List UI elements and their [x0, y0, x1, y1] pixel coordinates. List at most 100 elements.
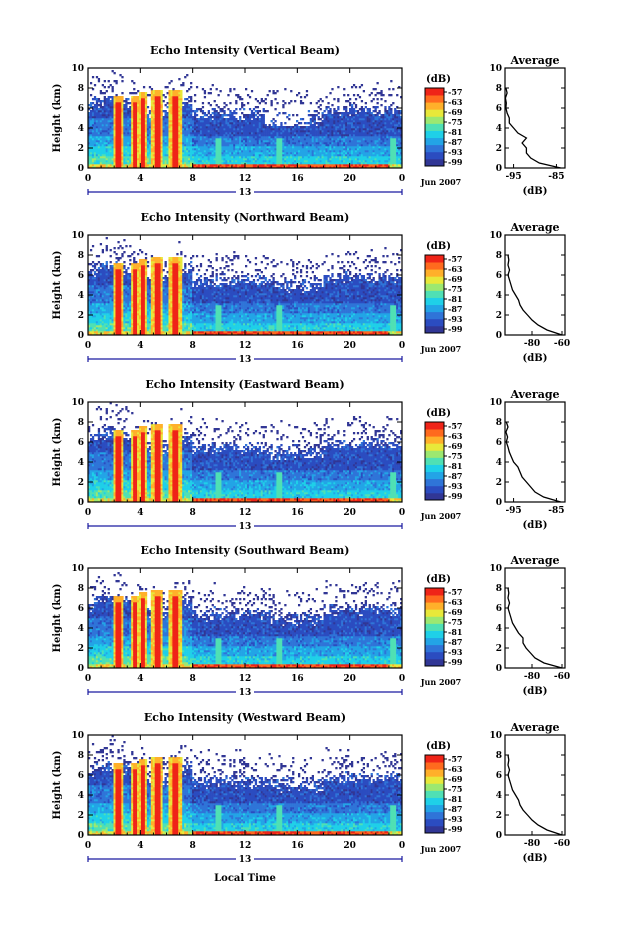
heatmap-cell: [241, 160, 244, 163]
heatmap-cell: [239, 132, 242, 135]
heatmap-cell: [182, 166, 185, 169]
heatmap-cell: [91, 98, 95, 101]
heatmap-cell: [127, 152, 130, 155]
heatmap-cell: [139, 114, 142, 117]
heatmap-cell: [207, 136, 210, 139]
heatmap-cell: [258, 142, 261, 145]
heatmap-cell: [225, 144, 228, 147]
heatmap-cell: [146, 162, 150, 165]
heatmap-cell: [260, 122, 263, 125]
heatmap-cell: [274, 120, 277, 123]
heatmap-cell: [350, 156, 354, 159]
heatmap-cell: [150, 144, 154, 147]
heatmap-cell: [356, 112, 360, 115]
heatmap-cell: [400, 166, 403, 169]
heatmap-cell: [190, 126, 193, 129]
heatmap-cell: [123, 146, 126, 149]
heatmap-cell: [235, 132, 238, 135]
heatmap-cell: [243, 136, 246, 139]
heatmap-cell: [319, 158, 322, 161]
heatmap-cell: [174, 92, 177, 95]
heatmap-cell: [284, 88, 287, 91]
heatmap-cell: [133, 118, 136, 121]
heatmap-cell: [301, 118, 305, 121]
heatmap-cell: [131, 128, 134, 131]
heatmap-cell: [345, 150, 348, 153]
heatmap-cell: [372, 162, 375, 165]
heatmap-cell: [299, 144, 303, 147]
heatmap-cell: [268, 142, 271, 145]
heatmap-cell: [237, 142, 240, 145]
heatmap-cell: [176, 132, 179, 135]
heatmap-cell: [180, 134, 183, 137]
heatmap-cell: [160, 90, 163, 93]
heatmap-cell: [139, 108, 142, 111]
heatmap-cell: [311, 128, 314, 131]
heatmap-cell: [209, 134, 212, 137]
heatmap-cell: [388, 146, 391, 149]
heatmap-cell: [129, 158, 132, 161]
heatmap-cell: [190, 150, 193, 153]
heatmap-cell: [392, 142, 395, 145]
heatmap-cell: [292, 132, 295, 135]
heatmap-cell: [297, 152, 301, 155]
heatmap-cell: [201, 132, 205, 135]
heatmap-cell: [219, 124, 222, 127]
heatmap-cell: [119, 116, 122, 119]
heatmap-cell: [142, 130, 146, 133]
heatmap-cell: [294, 158, 297, 161]
heatmap-cell: [205, 118, 209, 121]
heatmap-cell: [294, 130, 297, 133]
heatmap-cell: [339, 148, 342, 151]
heatmap-cell: [119, 124, 122, 127]
heatmap-cell: [109, 128, 112, 131]
heatmap-cell: [225, 156, 228, 159]
heatmap-cell: [299, 118, 303, 121]
heatmap-cell: [256, 110, 260, 113]
heatmap-cell: [133, 144, 136, 147]
heatmap-cell: [93, 118, 97, 121]
heatmap-cell: [366, 116, 369, 119]
heatmap-cell: [339, 140, 342, 143]
heatmap-cell: [260, 150, 263, 153]
heatmap-cell: [162, 122, 165, 125]
heatmap-cell: [266, 146, 269, 149]
heatmap-cell: [313, 114, 316, 117]
heatmap-cell: [250, 132, 254, 135]
heatmap-cell: [88, 152, 91, 155]
heatmap-cell: [190, 160, 193, 163]
heatmap-cell: [243, 132, 246, 135]
heatmap-cell: [388, 164, 391, 167]
heatmap-cell: [309, 164, 313, 167]
heatmap-cell: [337, 106, 340, 109]
heatmap-cell: [354, 116, 358, 119]
heatmap-cell: [127, 132, 130, 135]
heatmap-cell: [398, 128, 401, 131]
heatmap-cell: [203, 158, 207, 161]
heatmap-cell: [400, 110, 403, 113]
heatmap-cell: [186, 164, 189, 167]
heatmap-cell: [286, 116, 289, 119]
heatmap-cell: [352, 148, 356, 151]
heatmap-cell: [358, 136, 362, 139]
heatmap-cell: [252, 164, 256, 167]
heatmap-cell: [178, 132, 181, 135]
heatmap-cell: [266, 132, 269, 135]
heatmap-cell: [158, 130, 161, 133]
heatmap-cell: [176, 164, 179, 167]
heatmap-cell: [121, 152, 124, 155]
heatmap-cell: [250, 110, 254, 113]
heatmap-cell: [195, 132, 199, 135]
heatmap-cell: [398, 116, 401, 119]
heatmap-cell: [390, 160, 393, 163]
heatmap-cell: [158, 146, 161, 149]
heatmap-cell: [360, 108, 364, 111]
heatmap-cell: [111, 120, 114, 123]
heatmap-cell: [400, 144, 403, 147]
heatmap-cell: [358, 154, 362, 157]
heatmap-cell: [89, 104, 93, 107]
heatmap-cell: [152, 116, 156, 119]
heatmap-cell: [172, 152, 175, 155]
heatmap-cell: [160, 102, 163, 105]
heatmap-cell: [384, 140, 387, 143]
